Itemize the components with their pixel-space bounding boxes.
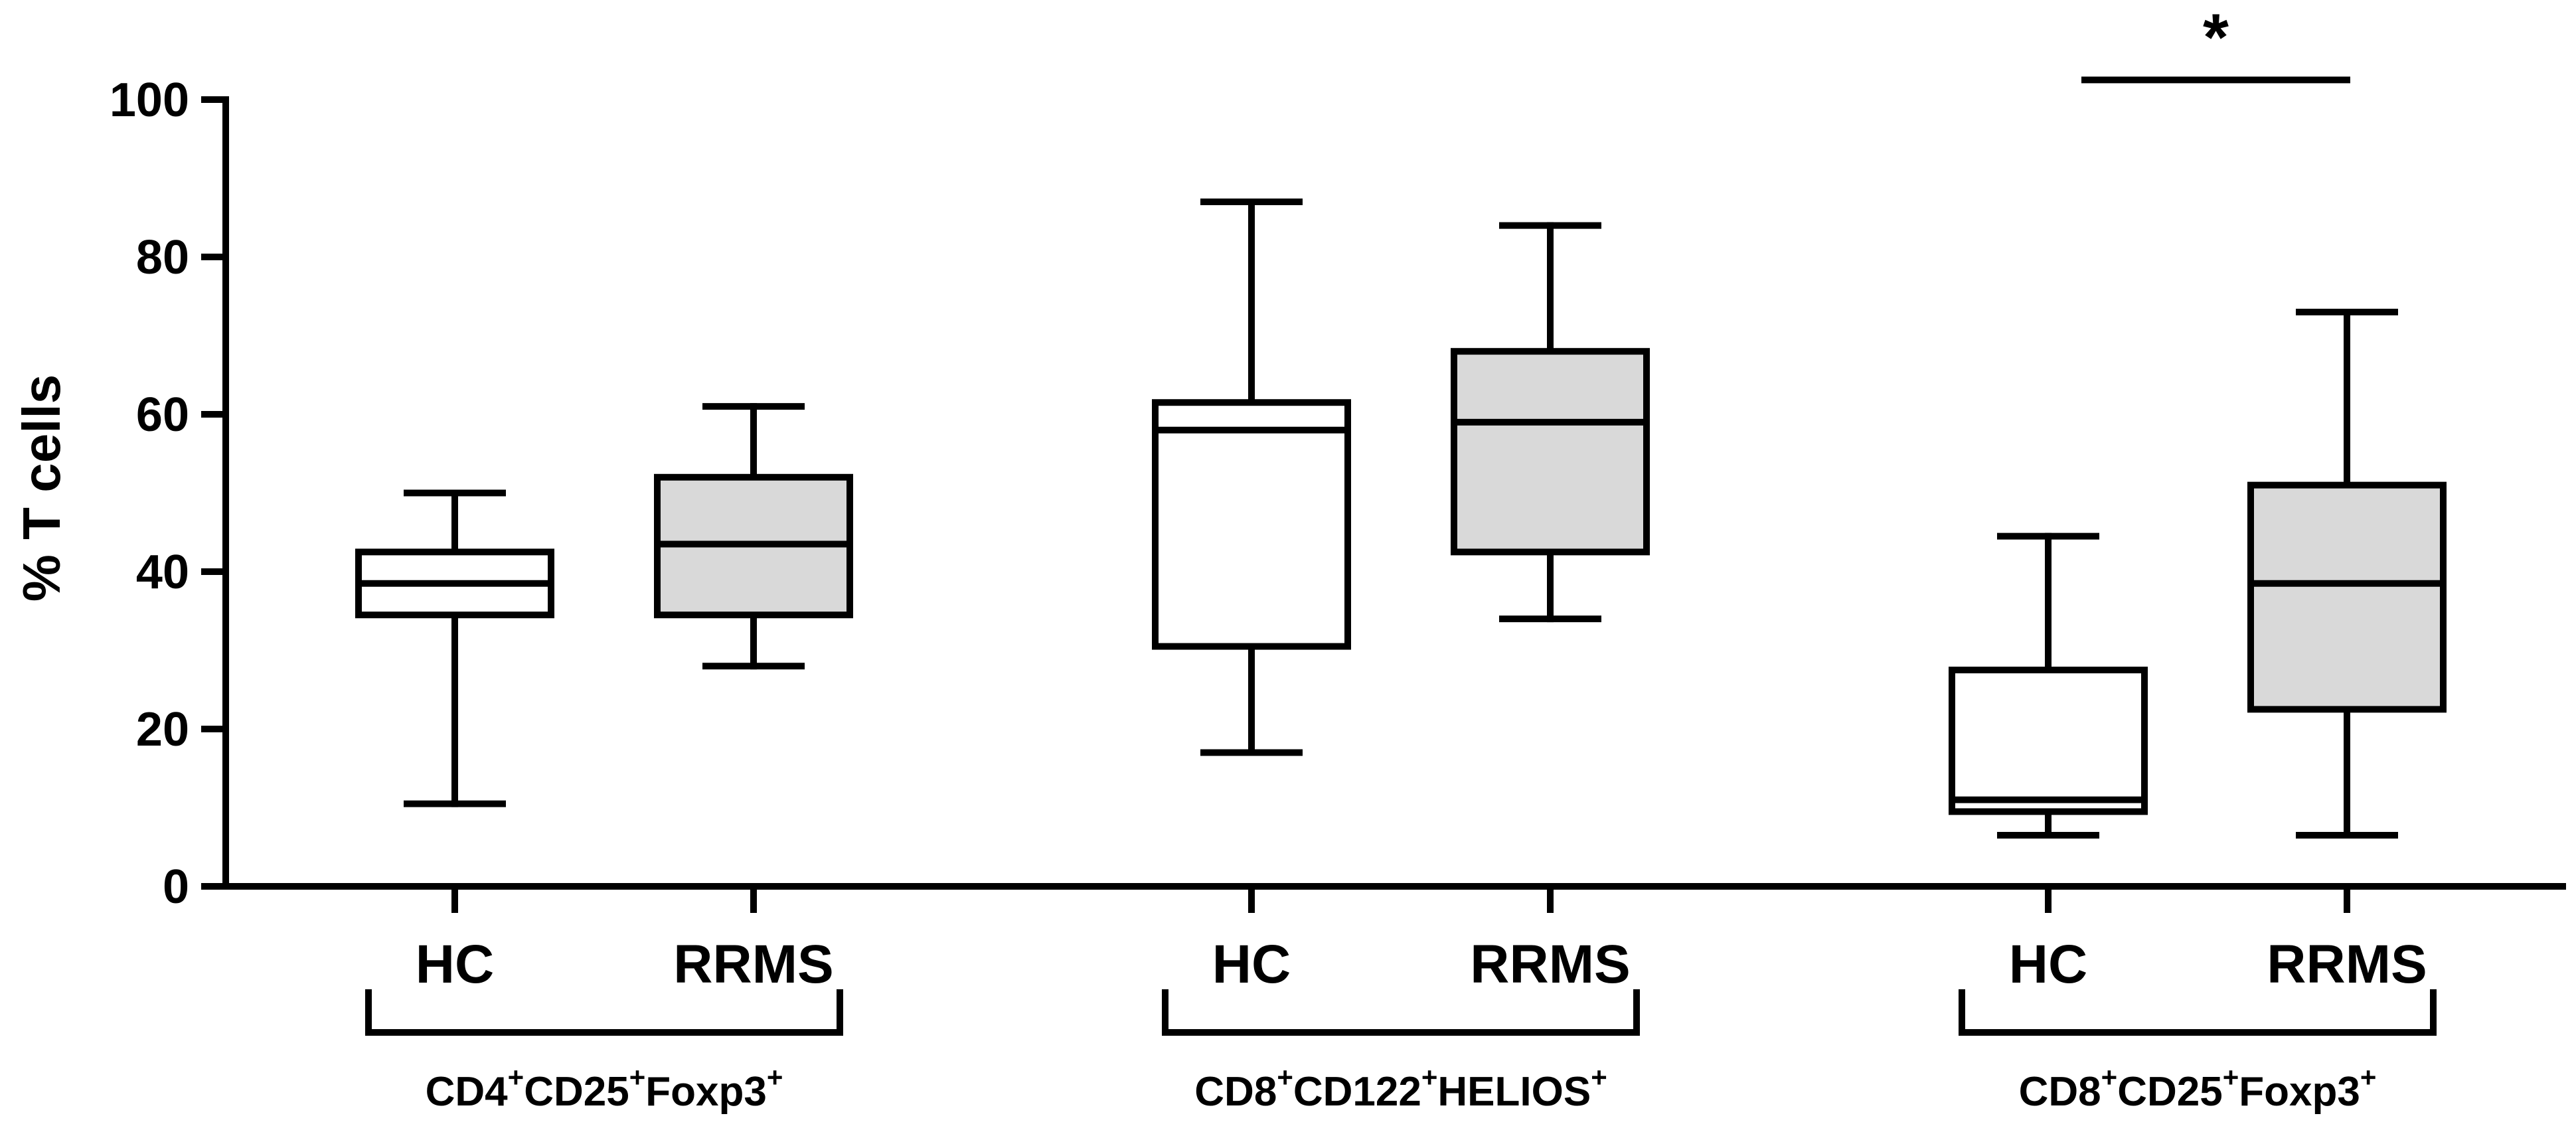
category-label: HC: [416, 934, 494, 995]
group-label-superscript: +: [1277, 1062, 1293, 1093]
y-axis-ticks: 0 20 40 60 80 100: [110, 74, 229, 914]
group-label-text: Foxp3: [2239, 1069, 2360, 1115]
group-bracket: [365, 989, 843, 1036]
group-label-superscript: +: [2101, 1062, 2118, 1093]
group-label: CD8+CD25+Foxp3+: [2019, 1062, 2377, 1115]
group-label-text: CD25: [2117, 1069, 2223, 1115]
box-series: [355, 199, 2447, 839]
group-label-text: CD4: [426, 1069, 509, 1115]
box-rrms: [654, 403, 853, 670]
y-tick-label: 0: [163, 860, 189, 914]
y-tick-label: 100: [110, 74, 189, 127]
category-label: HC: [2009, 934, 2087, 995]
group-label-superscript: +: [629, 1062, 646, 1093]
group-label: CD8+CD122+HELIOS+: [1194, 1062, 1607, 1115]
group-label-superscript: +: [1591, 1062, 1607, 1093]
group-bracket: [1959, 989, 2437, 1036]
group-label-superscript: +: [767, 1062, 783, 1093]
group-label-text: CD122: [1293, 1069, 1421, 1115]
group-label-text: Foxp3: [645, 1069, 767, 1115]
group-label-superscript: +: [2360, 1062, 2377, 1093]
category-labels: HC RRMS HC RRMS HC RRMS: [416, 934, 2427, 995]
y-tick-label: 80: [136, 231, 189, 284]
category-label: RRMS: [2267, 934, 2427, 995]
group-label-text: CD8: [1194, 1069, 1277, 1115]
box-rrms: [1451, 222, 1650, 623]
group-label: CD4+CD25+Foxp3+: [426, 1062, 783, 1115]
significance-annotations: *: [2081, 0, 2350, 84]
iqr-box: [1451, 348, 1650, 556]
group-label-text: HELIOS: [1437, 1069, 1591, 1115]
iqr-box: [1152, 399, 1351, 650]
box-hc: [355, 489, 554, 807]
category-label: RRMS: [673, 934, 833, 995]
group-label-superscript: +: [2223, 1062, 2239, 1093]
significance-star: *: [2203, 0, 2229, 74]
group-bracket: [1162, 989, 1640, 1036]
box-rrms: [2247, 308, 2447, 839]
category-label: RRMS: [1470, 934, 1630, 995]
x-axis: [222, 883, 2566, 913]
group-labels: CD4+CD25+Foxp3+ CD8+CD122+HELIOS+ CD8+CD25…: [426, 1062, 2377, 1115]
group-label-superscript: +: [1421, 1062, 1438, 1093]
group-label-text: CD25: [524, 1069, 629, 1115]
box-hc: [1152, 199, 1351, 756]
y-axis-title: % T cells: [12, 374, 71, 602]
y-tick-label: 60: [136, 388, 189, 442]
y-tick-label: 40: [136, 546, 189, 599]
group-label-text: CD8: [2019, 1069, 2101, 1115]
significance-marker: *: [2081, 0, 2350, 84]
y-tick-label: 20: [136, 703, 189, 756]
group-brackets: [365, 989, 2437, 1036]
iqr-box: [2247, 481, 2447, 713]
group-label-superscript: +: [508, 1062, 524, 1093]
box-hc: [1949, 532, 2148, 839]
category-label: HC: [1212, 934, 1291, 995]
iqr-box: [1949, 667, 2148, 815]
